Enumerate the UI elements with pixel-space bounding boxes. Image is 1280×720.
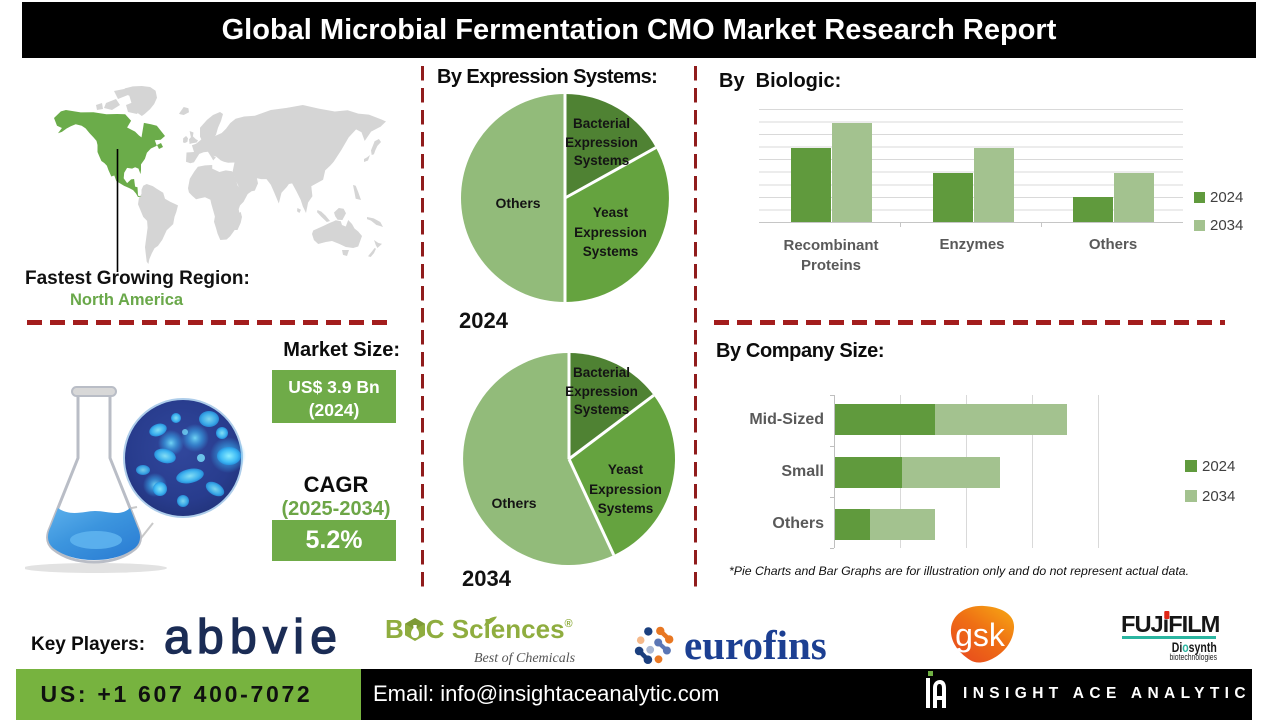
svg-text:gsk: gsk (955, 617, 1006, 653)
